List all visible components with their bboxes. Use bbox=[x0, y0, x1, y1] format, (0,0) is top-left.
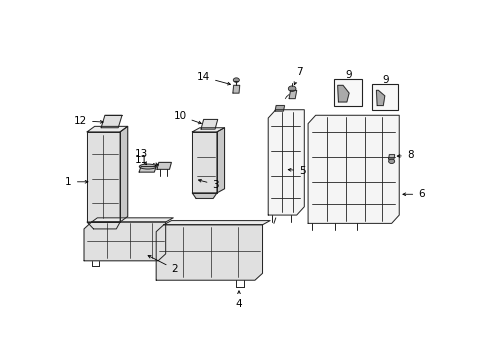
Polygon shape bbox=[217, 128, 224, 193]
Circle shape bbox=[233, 78, 239, 82]
Text: 6: 6 bbox=[403, 189, 425, 199]
Polygon shape bbox=[268, 110, 304, 215]
Polygon shape bbox=[101, 115, 122, 128]
Text: 2: 2 bbox=[148, 256, 178, 274]
Polygon shape bbox=[308, 115, 399, 223]
Polygon shape bbox=[92, 218, 173, 222]
FancyBboxPatch shape bbox=[334, 79, 362, 106]
Polygon shape bbox=[87, 126, 128, 132]
Polygon shape bbox=[87, 222, 120, 229]
Text: 9: 9 bbox=[345, 70, 352, 80]
Ellipse shape bbox=[139, 164, 156, 169]
Polygon shape bbox=[164, 221, 270, 225]
Polygon shape bbox=[376, 90, 385, 105]
Polygon shape bbox=[201, 120, 218, 129]
Text: 11: 11 bbox=[135, 155, 158, 166]
Polygon shape bbox=[87, 132, 120, 222]
Polygon shape bbox=[192, 193, 217, 198]
Text: 9: 9 bbox=[383, 75, 389, 85]
Polygon shape bbox=[139, 167, 156, 172]
Polygon shape bbox=[275, 105, 285, 111]
Text: 1: 1 bbox=[65, 177, 88, 187]
Text: 8: 8 bbox=[397, 150, 414, 161]
Polygon shape bbox=[192, 128, 224, 132]
Polygon shape bbox=[233, 85, 240, 93]
Polygon shape bbox=[120, 126, 128, 222]
FancyBboxPatch shape bbox=[372, 84, 398, 110]
Text: 5: 5 bbox=[288, 166, 306, 176]
Text: 3: 3 bbox=[198, 179, 219, 190]
Circle shape bbox=[288, 86, 296, 91]
Circle shape bbox=[389, 159, 394, 163]
Polygon shape bbox=[389, 155, 394, 159]
Polygon shape bbox=[338, 85, 349, 102]
Polygon shape bbox=[157, 162, 172, 169]
Polygon shape bbox=[192, 132, 217, 193]
Polygon shape bbox=[156, 225, 263, 280]
Polygon shape bbox=[84, 222, 166, 261]
Circle shape bbox=[342, 94, 348, 99]
Text: 12: 12 bbox=[74, 116, 103, 126]
Text: 4: 4 bbox=[236, 291, 242, 309]
Polygon shape bbox=[289, 90, 297, 99]
Text: 13: 13 bbox=[134, 149, 147, 165]
Text: 14: 14 bbox=[197, 72, 230, 85]
Text: 7: 7 bbox=[294, 67, 303, 85]
Text: 10: 10 bbox=[173, 111, 201, 124]
